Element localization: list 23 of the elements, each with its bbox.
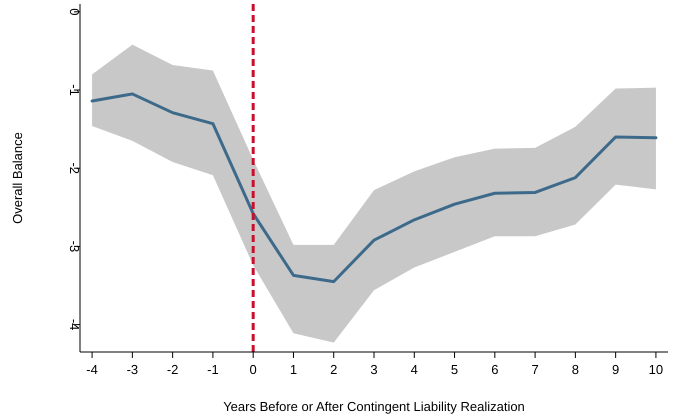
x-tick-label: -4	[86, 362, 98, 377]
x-tick-label: -1	[207, 362, 219, 377]
y-axis-title: Overall Balance	[10, 132, 25, 224]
y-tick-label: -4	[67, 318, 82, 330]
y-tick-label: -1	[67, 84, 82, 96]
x-tick-label: 1	[290, 362, 298, 377]
x-axis-title: Years Before or After Contingent Liability Realization	[223, 399, 525, 414]
y-tick-label: 0	[67, 8, 82, 16]
line-series	[90, 92, 658, 284]
y-tick-label: -3	[67, 240, 82, 252]
x-tick-label: 5	[450, 362, 458, 377]
x-tick-label: 7	[531, 362, 539, 377]
y-tick-label: -2	[67, 162, 82, 174]
x-tick-label: 4	[410, 362, 418, 377]
x-tick-label: 10	[648, 362, 664, 377]
x-tick-label: 3	[370, 362, 378, 377]
x-tick-label: -2	[166, 362, 178, 377]
x-tick-label: 0	[250, 362, 257, 377]
x-tick-label: 9	[612, 362, 620, 377]
x-tick-label: 8	[572, 362, 579, 377]
x-tick-label: 6	[491, 362, 498, 377]
x-tick-label: -3	[126, 362, 138, 377]
x-tick-label: 2	[330, 362, 338, 377]
